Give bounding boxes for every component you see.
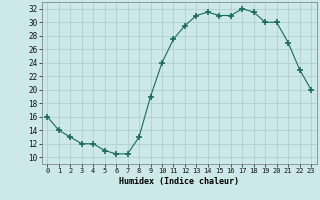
X-axis label: Humidex (Indice chaleur): Humidex (Indice chaleur) — [119, 177, 239, 186]
